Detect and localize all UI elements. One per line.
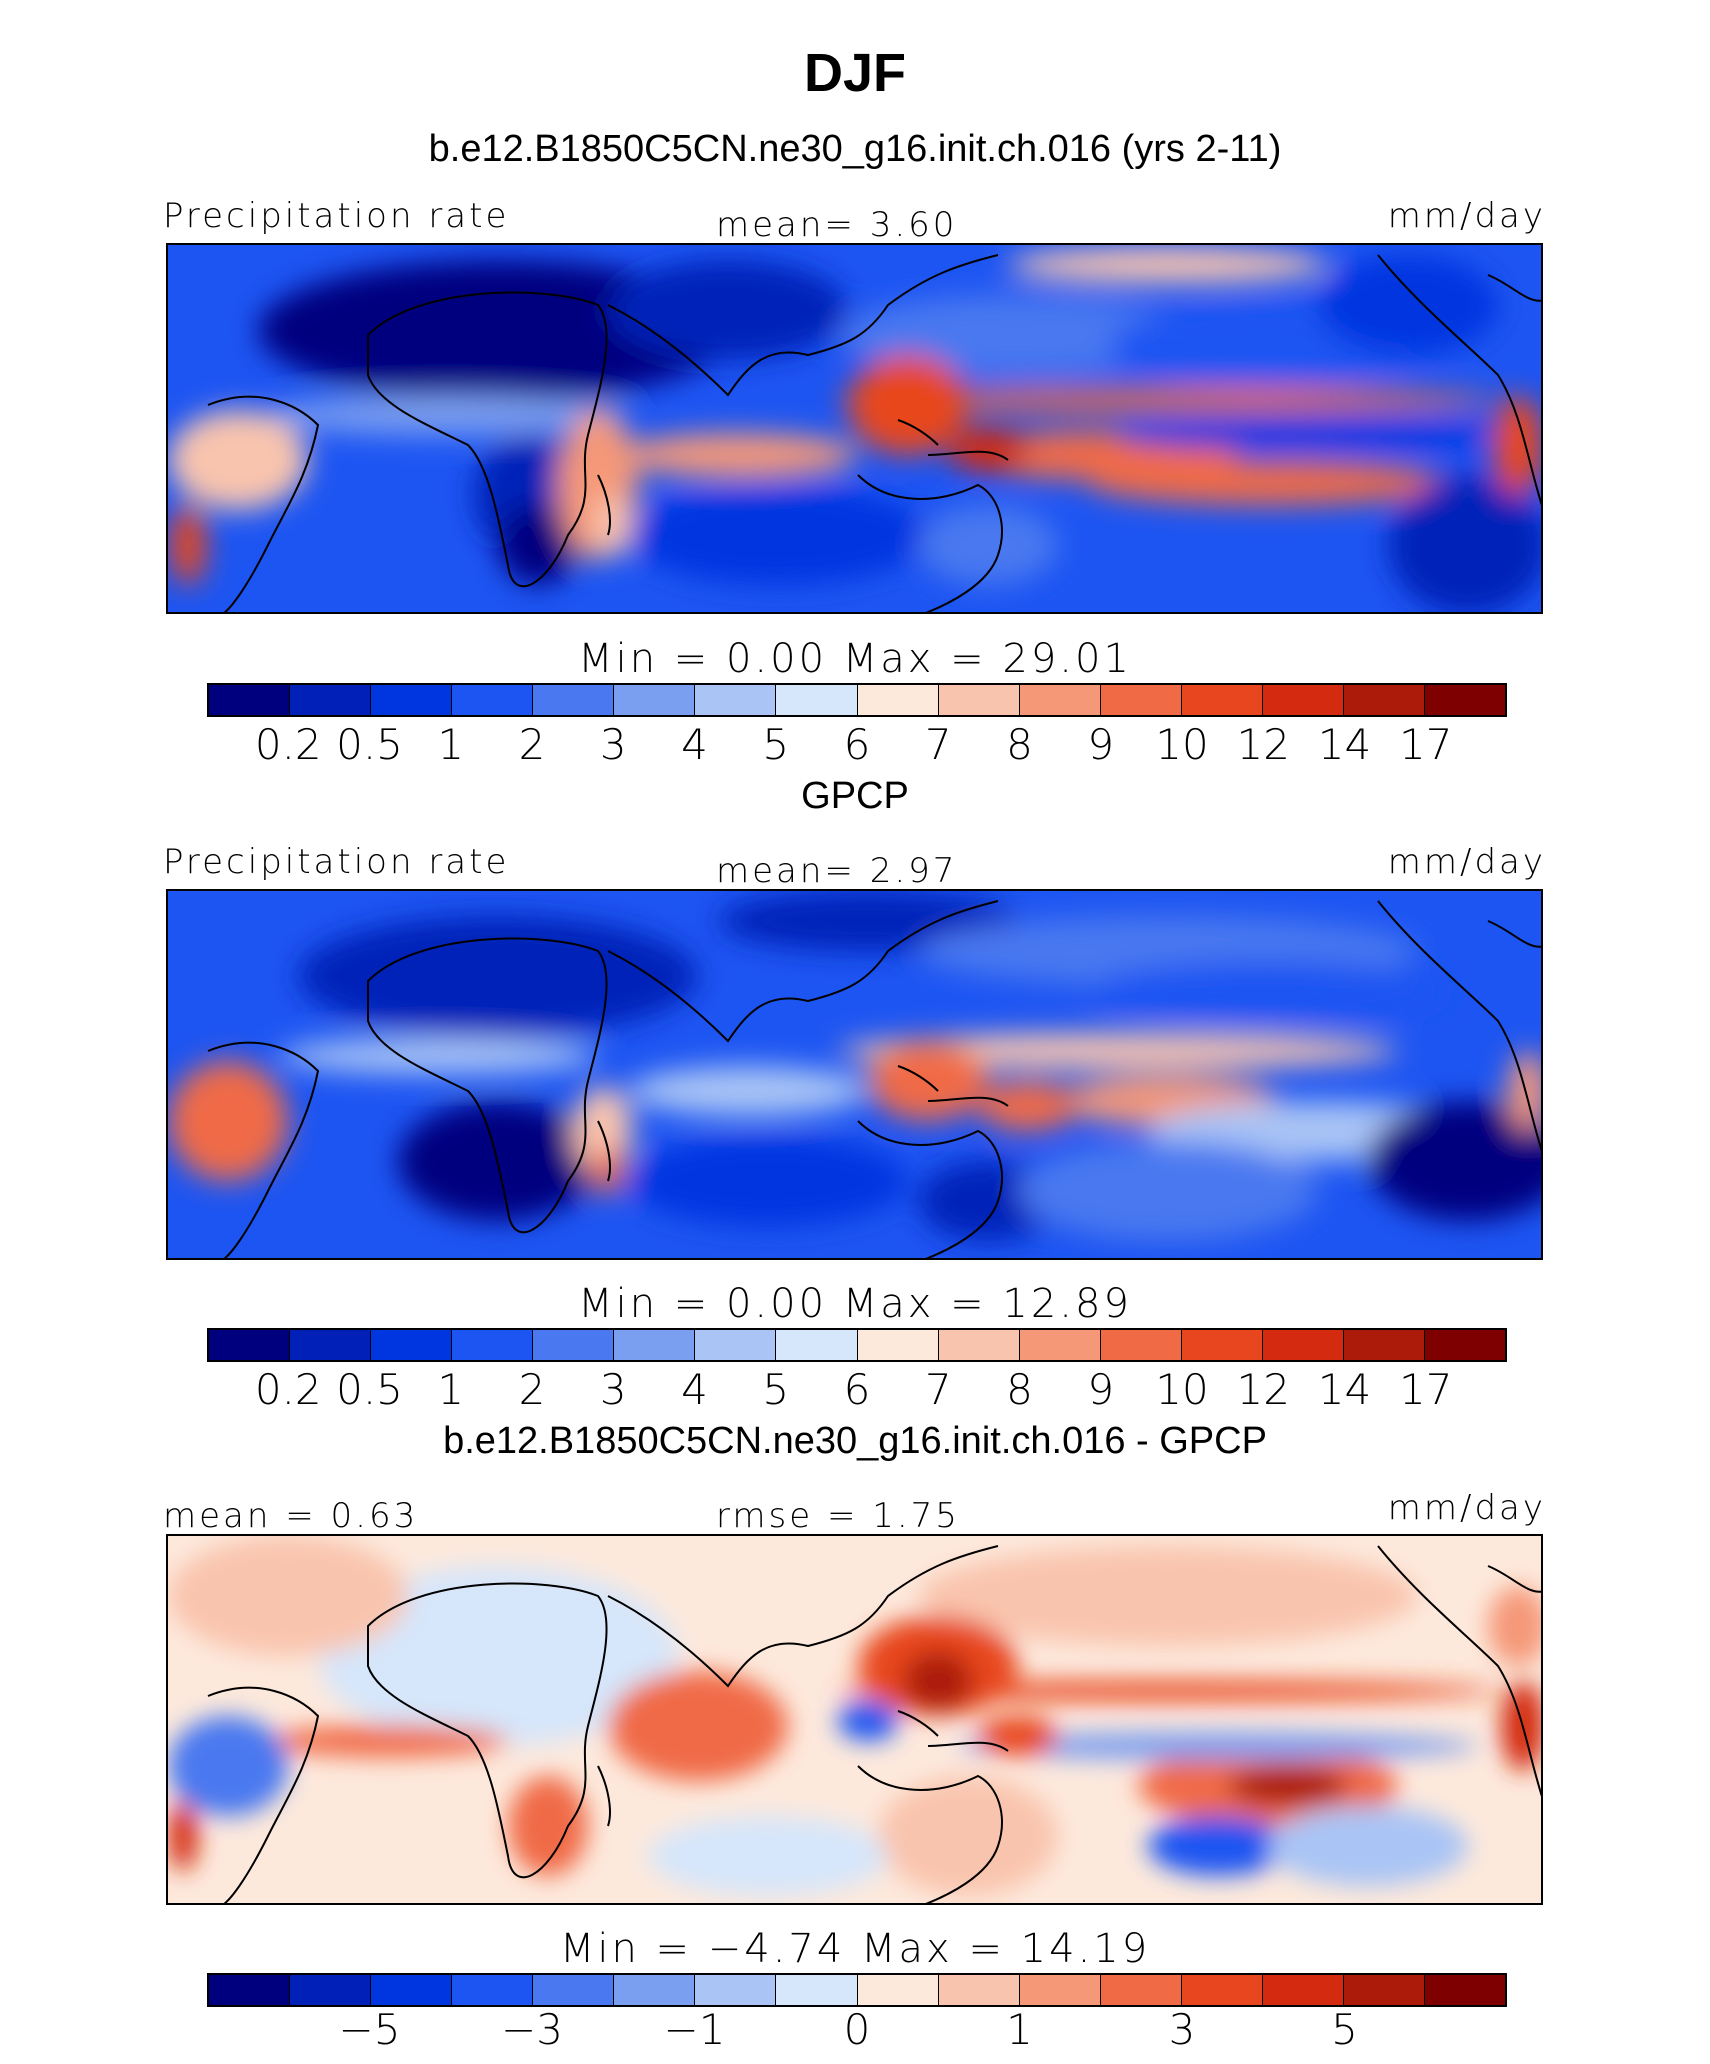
colorbar-tick-label: 1 xyxy=(1006,2005,1033,2054)
colorbar-tick-label: 4 xyxy=(681,720,708,769)
panel-3-colorbar-ticks: −5 −3 −1 0 1 3 5 xyxy=(207,2005,1507,2055)
colorbar-tick-label: 2 xyxy=(518,1365,546,1414)
colorbar-tick-label: 3 xyxy=(599,1365,627,1414)
colorbar-tick-label: 12 xyxy=(1236,1365,1290,1414)
panel-2-title: GPCP xyxy=(801,775,909,817)
colorbar-tick-label: 3 xyxy=(1168,2005,1196,2054)
panel-2-minmax: Min = 0.00 Max = 12.89 xyxy=(578,1281,1132,1327)
colorbar-tick-label: −5 xyxy=(338,2005,401,2054)
panel-1-mean-label: mean= 3.60 xyxy=(716,205,958,245)
panel-1-colorbar-ticks: 0.2 0.5 1 2 3 4 5 6 7 8 9 10 12 14 17 xyxy=(207,720,1507,770)
panel-2-colorbar xyxy=(207,1328,1507,1362)
panel-2-variable-label: Precipitation rate xyxy=(163,842,510,882)
panel-1-precip-map xyxy=(166,243,1543,614)
panel-2-units-label: mm/day xyxy=(1387,842,1546,882)
panel-1-title: b.e12.B1850C5CN.ne30_g16.init.ch.016 (yr… xyxy=(428,128,1282,170)
colorbar-tick-label: 3 xyxy=(599,720,627,769)
colorbar-tick-label: 5 xyxy=(1331,2005,1358,2054)
colorbar-tick-label: 0.5 xyxy=(336,1365,403,1414)
panel-3-units-label: mm/day xyxy=(1387,1488,1546,1528)
figure-title: DJF xyxy=(803,43,906,103)
colorbar-tick-label: 0.2 xyxy=(254,1365,322,1414)
colorbar-tick-label: 7 xyxy=(924,1365,952,1414)
colorbar-tick-label: 5 xyxy=(762,720,790,769)
colorbar-tick-label: 0.5 xyxy=(336,720,403,769)
panel-3-colorbar xyxy=(207,1973,1507,2007)
colorbar-tick-label: 2 xyxy=(518,720,546,769)
panel-1-colorbar xyxy=(207,683,1507,717)
colorbar-tick-label: −3 xyxy=(501,2005,563,2054)
colorbar-tick-label: 9 xyxy=(1087,720,1115,769)
colorbar-tick-label: 6 xyxy=(843,720,871,769)
colorbar-tick-label: 1 xyxy=(437,1365,465,1414)
colorbar-tick-label: 17 xyxy=(1399,1365,1453,1414)
panel-2-colorbar-ticks: 0.2 0.5 1 2 3 4 5 6 7 8 9 10 12 14 17 xyxy=(207,1365,1507,1415)
colorbar-tick-label: 14 xyxy=(1317,1365,1372,1414)
colorbar-tick-label: 4 xyxy=(681,1365,708,1414)
colorbar-tick-label: 10 xyxy=(1155,1365,1209,1414)
colorbar-tick-label: 0.2 xyxy=(254,720,322,769)
colorbar-tick-label: 7 xyxy=(924,720,952,769)
colorbar-tick-label: 10 xyxy=(1155,720,1209,769)
colorbar-tick-label: 1 xyxy=(437,720,465,769)
colorbar-tick-label: 5 xyxy=(762,1365,790,1414)
colorbar-tick-label: 0 xyxy=(843,2005,871,2054)
colorbar-tick-label: 14 xyxy=(1317,720,1372,769)
panel-3-title: b.e12.B1850C5CN.ne30_g16.init.ch.016 - G… xyxy=(443,1420,1267,1462)
colorbar-tick-label: 8 xyxy=(1006,720,1033,769)
colorbar-tick-label: 6 xyxy=(843,1365,871,1414)
colorbar-tick-label: 12 xyxy=(1236,720,1290,769)
panel-3-minmax: Min = −4.74 Max = 14.19 xyxy=(559,1926,1151,1972)
panel-3-mean-label: mean = 0.63 xyxy=(163,1496,419,1536)
panel-1-variable-label: Precipitation rate xyxy=(163,196,510,236)
panel-1-units-label: mm/day xyxy=(1387,196,1546,236)
panel-2-mean-label: mean= 2.97 xyxy=(716,851,958,891)
colorbar-tick-label: 17 xyxy=(1399,720,1453,769)
panel-3-difference-map xyxy=(166,1534,1543,1905)
colorbar-tick-label: −1 xyxy=(663,2005,726,2054)
panel-2-precip-map xyxy=(166,889,1543,1260)
panel-3-rmse-label: rmse = 1.75 xyxy=(716,1496,960,1536)
colorbar-tick-label: 8 xyxy=(1006,1365,1033,1414)
panel-1-minmax: Min = 0.00 Max = 29.01 xyxy=(578,636,1132,682)
colorbar-tick-label: 9 xyxy=(1087,1365,1115,1414)
